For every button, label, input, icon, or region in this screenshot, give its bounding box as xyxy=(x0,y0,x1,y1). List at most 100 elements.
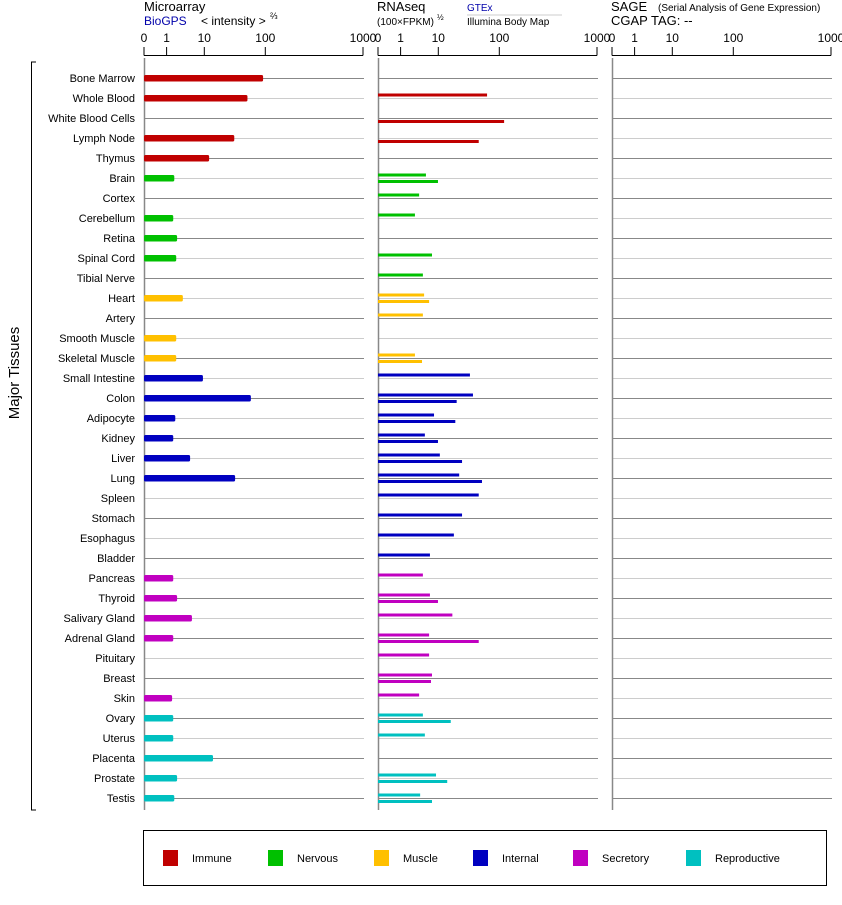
tissue-label: Stomach xyxy=(92,513,135,525)
microarray-bar xyxy=(144,95,248,102)
illumina-bar xyxy=(378,460,463,463)
tick-label: 10 xyxy=(666,31,680,45)
legend-swatch-nervous xyxy=(268,850,283,866)
tissue-label: Skin xyxy=(114,693,135,705)
tick-label: 1 xyxy=(163,31,170,45)
tissue-label: Pituitary xyxy=(95,653,135,665)
tissue-label: Colon xyxy=(106,393,135,405)
legend-box xyxy=(143,830,827,886)
microarray-bar xyxy=(144,695,173,702)
tick-label: 10 xyxy=(198,31,212,45)
illumina-bar xyxy=(378,120,505,123)
gtex-bar xyxy=(378,373,470,377)
intensity-label: < intensity > xyxy=(201,14,266,28)
tick-label: 1000 xyxy=(818,31,842,45)
sage-note: (Serial Analysis of Gene Expression) xyxy=(658,3,820,14)
fpkm-exponent: ½ xyxy=(437,13,444,22)
legend-swatch-secretory xyxy=(573,850,588,866)
gtex-bar xyxy=(378,693,420,697)
panel-title-microarray: Microarray xyxy=(144,0,206,14)
gtex-link[interactable]: GTEx xyxy=(467,3,493,14)
legend-swatch-reproductive xyxy=(686,850,701,866)
tick-label: 1000 xyxy=(350,31,377,45)
tick-label: 0 xyxy=(609,31,616,45)
gtex-bar xyxy=(378,713,423,717)
y-axis-label: Major Tissues xyxy=(6,327,23,420)
gtex-bar xyxy=(378,173,426,177)
gtex-bar xyxy=(378,253,432,257)
gtex-bar xyxy=(378,493,479,497)
gtex-bar xyxy=(378,433,425,437)
illumina-bar xyxy=(378,600,438,603)
microarray-bar xyxy=(144,135,235,142)
gtex-bar xyxy=(378,533,454,537)
gtex-bar xyxy=(378,453,440,457)
tissue-label: Placenta xyxy=(92,753,136,765)
legend-swatch-muscle xyxy=(374,850,389,866)
gtex-bar xyxy=(378,613,453,617)
illumina-bar xyxy=(378,780,448,783)
microarray-bar xyxy=(144,435,174,442)
tick-label: 100 xyxy=(723,31,743,45)
tissue-label: Whole Blood xyxy=(73,93,135,105)
microarray-bar xyxy=(144,795,175,802)
tissue-label: Small Intestine xyxy=(63,373,135,385)
gtex-bar xyxy=(378,513,463,517)
gtex-bar xyxy=(378,193,420,197)
tissue-label: Thymus xyxy=(96,153,136,165)
microarray-bar xyxy=(144,255,177,262)
microarray-bar xyxy=(144,155,210,162)
gtex-bar xyxy=(378,573,423,577)
tissue-label: Spinal Cord xyxy=(78,253,135,265)
tissue-label: Adrenal Gland xyxy=(65,633,135,645)
microarray-bar xyxy=(144,375,203,382)
gtex-bar xyxy=(378,473,460,477)
legend-swatch-internal xyxy=(473,850,488,866)
gtex-bar xyxy=(378,293,425,297)
gtex-bar xyxy=(378,733,425,737)
tissue-label: Heart xyxy=(108,293,135,305)
tissue-label: Bladder xyxy=(97,553,135,565)
illumina-bar xyxy=(378,180,438,183)
microarray-bar xyxy=(144,735,174,742)
tissue-label: Ovary xyxy=(106,713,136,725)
tick-label: 0 xyxy=(141,31,148,45)
illumina-bar xyxy=(378,800,432,803)
gtex-bar xyxy=(378,93,488,97)
tissue-label: Liver xyxy=(111,453,135,465)
cgap-tag-label: CGAP TAG: -- xyxy=(611,13,693,28)
microarray-bar xyxy=(144,475,236,482)
tissue-label: Tibial Nerve xyxy=(77,273,135,285)
illumina-bar xyxy=(378,140,479,143)
tissue-label: Spleen xyxy=(101,493,135,505)
gtex-bar xyxy=(378,413,435,417)
tick-label: 0 xyxy=(375,31,382,45)
fpkm-label: (100×FPKM) xyxy=(377,17,434,28)
tissue-label: Breast xyxy=(103,673,135,685)
gtex-bar xyxy=(378,273,423,277)
gtex-bar xyxy=(378,353,415,357)
gtex-bar xyxy=(378,593,430,597)
tissue-label: Salivary Gland xyxy=(63,613,135,625)
legend-label-nervous: Nervous xyxy=(297,853,338,865)
tick-label: 10 xyxy=(432,31,446,45)
gtex-bar xyxy=(378,773,437,777)
gtex-bar xyxy=(378,313,423,317)
microarray-bar xyxy=(144,635,174,642)
microarray-bar xyxy=(144,595,178,602)
illumina-bar xyxy=(378,360,423,363)
microarray-bar xyxy=(144,755,214,762)
legend-label-secretory: Secretory xyxy=(602,853,650,865)
tissue-label: Smooth Muscle xyxy=(59,333,135,345)
gtex-bar xyxy=(378,213,415,217)
illumina-bar xyxy=(378,400,457,403)
illumina-bar xyxy=(378,420,456,423)
legend-label-immune: Immune xyxy=(192,853,232,865)
tick-label: 1000 xyxy=(584,31,611,45)
microarray-bar xyxy=(144,335,177,342)
tissue-label: White Blood Cells xyxy=(48,113,135,125)
microarray-bar xyxy=(144,775,178,782)
tissue-label: Testis xyxy=(107,793,136,805)
biogps-link[interactable]: BioGPS xyxy=(144,14,187,28)
